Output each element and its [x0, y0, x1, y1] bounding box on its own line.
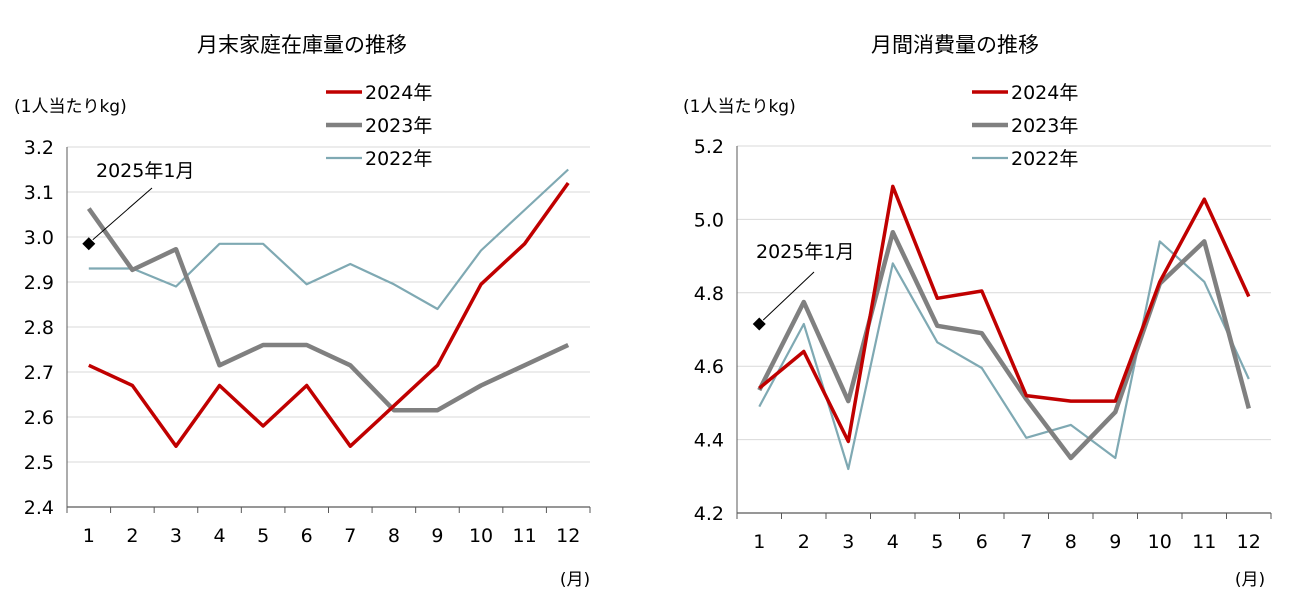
chart2-y-tick-label: 5.0 — [694, 209, 724, 231]
chart1-y-tick-label: 2.4 — [24, 497, 54, 519]
chart2-x-tick-label: 5 — [931, 531, 943, 553]
chart1-x-tick-label: 11 — [513, 525, 537, 547]
chart2-y-tick-label: 4.8 — [694, 283, 724, 305]
chart1-title: 月末家庭在庫量の推移 — [197, 33, 407, 57]
chart2-legend-label: 2023年 — [1011, 115, 1078, 137]
chart1-x-tick-label: 2 — [126, 525, 138, 547]
chart1-y-tick-label: 3.2 — [24, 137, 54, 159]
chart1-legend-label: 2022年 — [365, 148, 432, 170]
chart1-x-tick-label: 4 — [213, 525, 225, 547]
chart2-x-tick-label: 3 — [842, 531, 854, 553]
chart1-x-tick-label: 8 — [388, 525, 400, 547]
chart1-x-tick-label: 10 — [469, 525, 493, 547]
chart1-legend-label: 2023年 — [365, 115, 432, 137]
chart1-x-tick-label: 7 — [344, 525, 356, 547]
chart2-x-tick-label: 8 — [1065, 531, 1077, 553]
chart2-legend-label: 2022年 — [1011, 148, 1078, 170]
chart1-x-tick-label: 5 — [257, 525, 269, 547]
chart1-x-tick-label: 9 — [431, 525, 443, 547]
chart2-callout-line — [762, 271, 815, 321]
chart1-legend-label: 2024年 — [365, 82, 432, 104]
chart1-y-tick-label: 2.8 — [24, 317, 54, 339]
chart1-y-tick-label: 2.7 — [24, 362, 54, 384]
chart2-x-unit-label: (月) — [1235, 570, 1265, 590]
chart1-y-tick-label: 2.5 — [24, 452, 54, 474]
chart1-series-line-2024年 — [88, 181, 570, 448]
chart2-legend-label: 2024年 — [1011, 82, 1078, 104]
chart2-y-tick-label: 4.6 — [694, 356, 724, 378]
chart2-series-line-2023年 — [757, 229, 1251, 461]
chart2-x-tick-label: 7 — [1020, 531, 1032, 553]
chart2-x-tick-label: 4 — [887, 531, 899, 553]
chart2-title: 月間消費量の推移 — [871, 33, 1039, 57]
chart1-y-tick-label: 2.9 — [24, 272, 54, 294]
chart2-x-tick-label: 6 — [976, 531, 988, 553]
chart1-x-unit-label: (月) — [560, 570, 590, 590]
chart2-series-line-2024年 — [758, 184, 1251, 444]
chart2-y-tick-label: 4.2 — [694, 503, 724, 525]
chart2-y-unit-label: (1人当たりkg) — [683, 97, 796, 117]
chart2-x-tick-label: 9 — [1109, 531, 1121, 553]
chart2-x-tick-label: 10 — [1148, 531, 1172, 553]
chart2-x-tick-label: 12 — [1237, 531, 1261, 553]
chart1-x-tick-label: 1 — [83, 525, 95, 547]
chart2-x-tick-label: 2 — [798, 531, 810, 553]
chart1-point-marker — [82, 237, 96, 251]
chart1-x-tick-label: 6 — [301, 525, 313, 547]
chart1-y-unit-label: (1人当たりkg) — [14, 97, 127, 117]
chart2-point-label: 2025年1月 — [756, 241, 854, 263]
chart1-series-line-2022年 — [88, 168, 569, 311]
chart1-y-tick-label: 3.0 — [24, 227, 54, 249]
chart2-x-tick-label: 1 — [753, 531, 765, 553]
chart2-x-tick-label: 11 — [1192, 531, 1216, 553]
chart2-y-tick-label: 4.4 — [694, 430, 724, 452]
chart1-y-tick-label: 2.6 — [24, 407, 54, 429]
chart1-y-tick-label: 3.1 — [24, 182, 54, 204]
chart1-x-tick-label: 3 — [170, 525, 182, 547]
chart1-series-line-2023年 — [86, 207, 570, 413]
chart2-series-line-2022年 — [758, 240, 1250, 471]
chart2-point-marker — [752, 317, 766, 331]
chart1-x-tick-label: 12 — [556, 525, 580, 547]
chart1-callout-line — [92, 187, 153, 241]
chart2-y-tick-label: 5.2 — [694, 136, 724, 158]
chart1-point-label: 2025年1月 — [96, 160, 194, 182]
